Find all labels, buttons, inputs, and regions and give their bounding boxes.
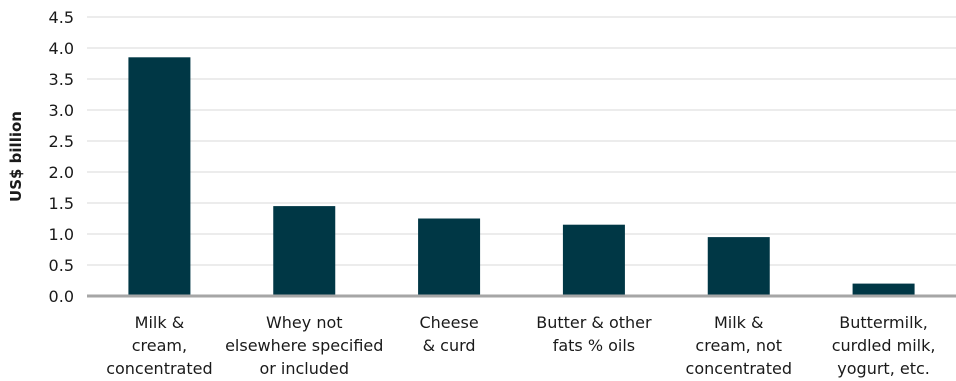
x-category-label: Whey not (266, 313, 343, 332)
x-category-label: concentrated (686, 359, 792, 378)
y-axis-title: US$ billion (7, 111, 25, 202)
bar (273, 206, 336, 296)
y-tick-label: 0.5 (49, 256, 74, 275)
x-category-label: cream, (132, 336, 187, 355)
y-axis-ticks: 0.0 0.5 1.0 1.5 2.0 2.5 3.0 3.5 4.0 4.5 (49, 8, 74, 306)
x-category-label: & curd (423, 336, 476, 355)
x-category-label: concentrated (106, 359, 212, 378)
x-category-label: or included (259, 359, 349, 378)
x-category-label: Buttermilk, (839, 313, 928, 332)
bars (128, 57, 915, 296)
y-tick-label: 2.0 (49, 163, 74, 182)
y-tick-label: 3.0 (49, 101, 74, 120)
y-tick-label: 3.5 (49, 70, 74, 89)
gridlines (87, 16, 956, 266)
bar (128, 57, 191, 296)
x-axis-labels: Milk & cream, concentrated Whey not elsewher… (106, 313, 935, 378)
y-tick-label: 2.5 (49, 132, 74, 151)
x-category-label: Cheese (419, 313, 478, 332)
y-tick-label: 1.5 (49, 194, 74, 213)
x-category-label: cream, not (695, 336, 782, 355)
x-category-label: yogurt, etc. (837, 359, 930, 378)
bar (707, 237, 770, 296)
y-tick-label: 4.5 (49, 8, 74, 27)
bar (418, 218, 481, 296)
bar (852, 283, 915, 296)
x-category-label: Butter & other (536, 313, 652, 332)
bar (562, 224, 625, 296)
y-tick-label: 1.0 (49, 225, 74, 244)
y-tick-label: 0.0 (49, 287, 74, 306)
x-category-label: curdled milk, (832, 336, 936, 355)
x-category-label: Milk & (714, 313, 764, 332)
x-category-label: elsewhere specified (225, 336, 383, 355)
x-category-label: Milk & (135, 313, 185, 332)
x-category-label: fats % oils (553, 336, 635, 355)
y-tick-label: 4.0 (49, 39, 74, 58)
